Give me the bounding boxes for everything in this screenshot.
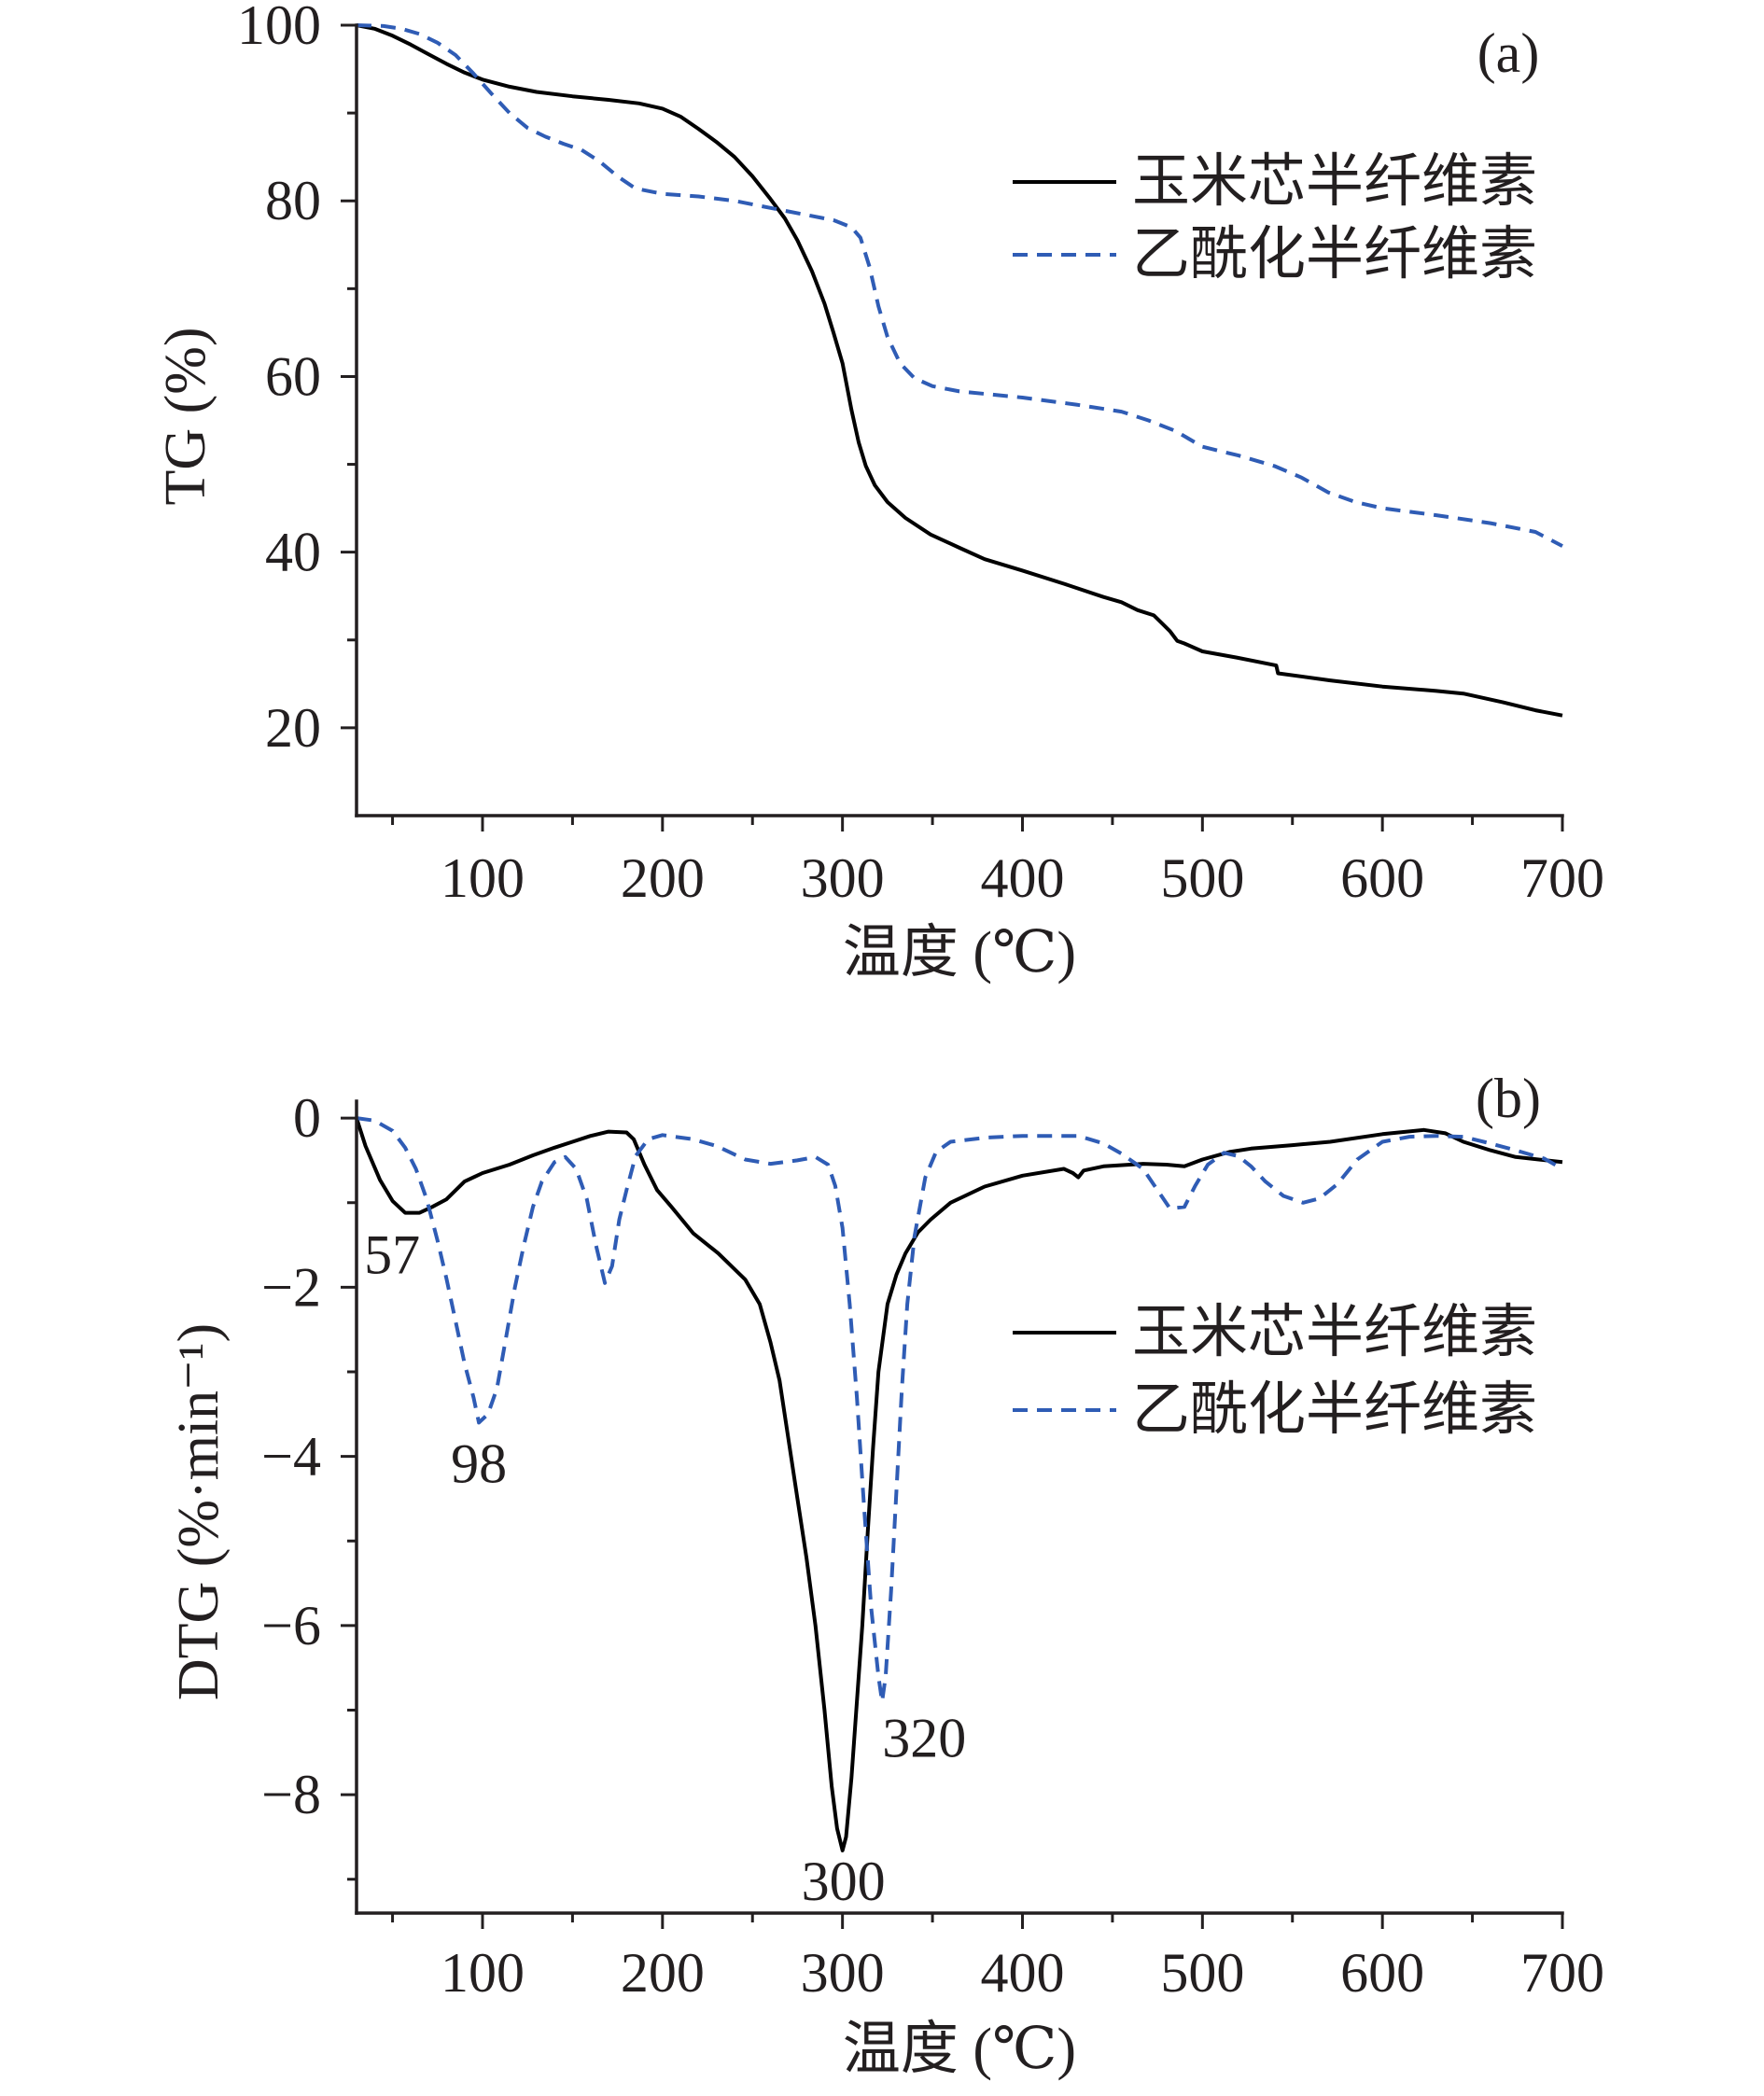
tg-chart: (a) 温度 (℃) TG (%) 100 200 300 400 500 600 700 2… <box>154 0 1604 985</box>
tg-panel-label: (a) <box>1477 22 1540 84</box>
tg-legend-label-corncob-hemicellulose: 玉米芯半纤维素 <box>1132 150 1537 214</box>
dtg-y-tick-label: −2 <box>261 1256 321 1318</box>
dtg-legend-label-corncob-hemicellulose: 玉米芯半纤维素 <box>1132 1301 1537 1364</box>
dtg-y-axis-title: DTG (%·min⁻¹) <box>167 1323 231 1700</box>
dtg-x-tick-label: 200 <box>621 1942 705 2004</box>
dtg-x-tick-label: 500 <box>1160 1942 1244 2004</box>
dtg-x-tick-label: 300 <box>801 1942 885 2004</box>
dtg-series-line-corncob-hemicellulose <box>355 1117 1563 1852</box>
tg-x-tick-label: 500 <box>1160 847 1244 909</box>
dtg-legend-label-acetylated-hemicellulose: 乙酰化半纤维素 <box>1132 1378 1537 1442</box>
tg-series-line-acetylated-hemicellulose <box>356 23 1563 548</box>
dtg-x-tick-label: 700 <box>1520 1942 1604 2004</box>
dtg-x-tick-label: 600 <box>1340 1942 1424 2004</box>
tg-y-tick-label: 60 <box>265 345 321 407</box>
tg-x-axis-title: 温度 (℃) <box>843 921 1076 985</box>
dtg-chart: (b) 温度 (℃) DTG (%·min⁻¹) 100 200 300 400 500… <box>167 1068 1604 2081</box>
dtg-panel-label: (b) <box>1476 1068 1541 1129</box>
tg-x-tick-label: 400 <box>980 847 1064 909</box>
tg-y-axis-title: TG (%) <box>154 327 217 505</box>
dtg-peak-label: 300 <box>802 1851 886 1912</box>
tg-series-line-corncob-hemicellulose <box>356 23 1563 718</box>
tg-x-tick-label: 200 <box>621 847 705 909</box>
tg-x-tick-label: 700 <box>1520 847 1604 909</box>
tg-y-tick-label: 100 <box>237 0 321 56</box>
dtg-x-axis-title: 温度 (℃) <box>843 2018 1076 2081</box>
tg-y-tick-label: 40 <box>265 522 321 583</box>
tg-x-tick-label: 300 <box>801 847 885 909</box>
dtg-y-tick-label: 0 <box>293 1087 321 1149</box>
dtg-y-tick-label: −4 <box>261 1426 321 1488</box>
tg-x-tick-label: 100 <box>441 847 525 909</box>
dtg-peak-label: 57 <box>364 1224 420 1286</box>
tg-x-tick-label: 600 <box>1340 847 1424 909</box>
dtg-peak-label: 320 <box>882 1707 966 1768</box>
dtg-series-line-acetylated-hemicellulose <box>356 1116 1563 1704</box>
dtg-peak-label: 98 <box>451 1432 507 1494</box>
dtg-x-tick-label: 400 <box>980 1942 1064 2004</box>
tg-y-tick-label: 20 <box>265 697 321 759</box>
dtg-y-tick-label: −8 <box>261 1764 321 1825</box>
dtg-y-tick-label: −6 <box>261 1595 321 1656</box>
tg-y-tick-label: 80 <box>265 170 321 231</box>
dtg-x-tick-label: 100 <box>441 1942 525 2004</box>
tg-legend-label-acetylated-hemicellulose: 乙酰化半纤维素 <box>1132 223 1537 286</box>
